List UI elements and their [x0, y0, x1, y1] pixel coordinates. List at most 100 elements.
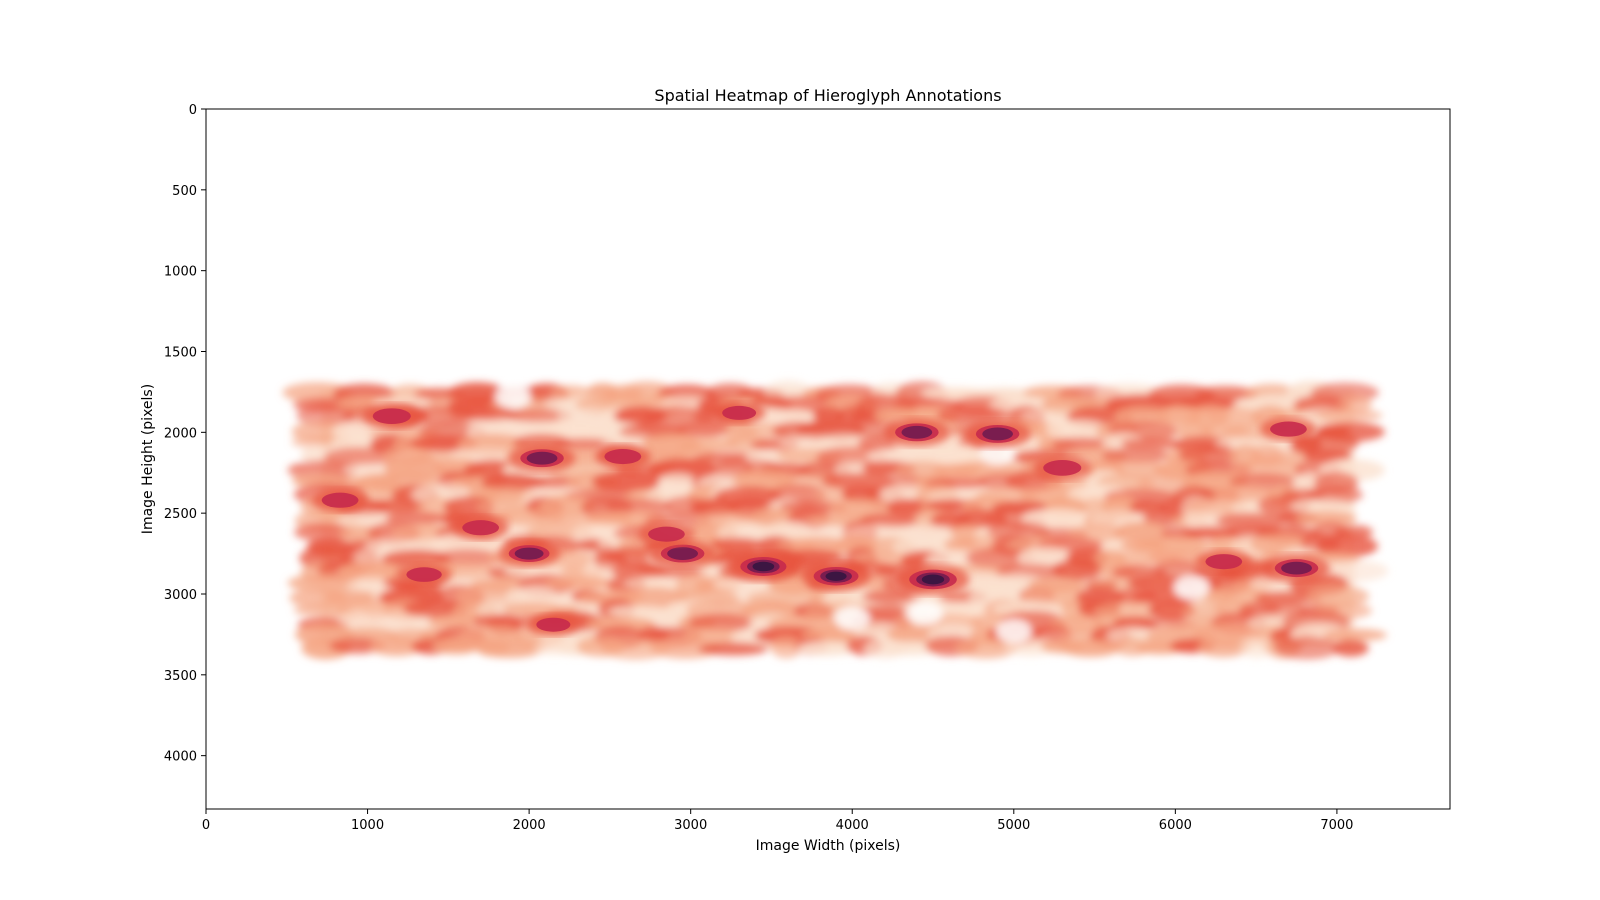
x-tick-label: 7000: [1320, 818, 1353, 833]
hotspot-ring: [1205, 554, 1243, 570]
y-tick-label: 500: [172, 184, 197, 199]
density-blob: [886, 498, 931, 517]
density-blob: [385, 511, 446, 525]
density-blob: [794, 524, 854, 539]
x-tick-label: 1000: [351, 818, 384, 833]
hotspot-ring: [372, 408, 411, 424]
density-blob: [504, 408, 573, 423]
density-blob: [329, 637, 385, 654]
density-blob: [405, 404, 475, 426]
density-blob: [1067, 524, 1128, 542]
density-blob: [698, 642, 769, 656]
density-blob: [553, 437, 617, 451]
density-blob: [658, 473, 698, 490]
hotspot-layer: [312, 401, 1330, 636]
hotspot-ring: [722, 405, 757, 420]
hotspot-ring: [1270, 421, 1307, 437]
density-blob: [1182, 526, 1239, 540]
density-blob: [965, 547, 1034, 569]
density-field: [282, 380, 1389, 660]
density-blob: [642, 405, 715, 428]
density-blob: [1148, 600, 1196, 621]
density-blob: [757, 408, 816, 421]
density-blob: [1239, 637, 1275, 658]
density-blob: [294, 522, 352, 542]
density-blob: [449, 447, 522, 463]
y-tick-label: 3500: [164, 669, 197, 684]
hotspot-core: [667, 547, 698, 560]
hotspot-core: [1281, 561, 1312, 575]
density-blob: [1296, 431, 1359, 455]
hotspot-core: [526, 451, 558, 465]
density-blob: [1205, 586, 1273, 605]
density-blob: [296, 403, 355, 427]
density-blob: [448, 408, 521, 422]
x-tick-label: 3000: [674, 818, 707, 833]
density-blob: [601, 637, 670, 660]
density-blob: [369, 636, 424, 657]
density-blob: [1060, 639, 1121, 657]
density-blob: [1323, 628, 1388, 642]
density-blob: [503, 564, 571, 578]
x-tick-label: 5000: [997, 818, 1030, 833]
x-tick-label: 4000: [836, 818, 869, 833]
density-blob: [1332, 639, 1369, 657]
density-blob: [891, 524, 957, 538]
density-blob: [1295, 511, 1357, 526]
density-blob: [637, 563, 709, 578]
x-tick-label: 6000: [1159, 818, 1192, 833]
density-blob: [1306, 585, 1370, 608]
y-tick-label: 1500: [164, 345, 197, 360]
density-blob: [432, 637, 481, 655]
density-blob: [443, 495, 495, 519]
density-blob: [477, 487, 535, 503]
density-blob: [1051, 559, 1104, 581]
density-blob: [1176, 422, 1215, 440]
density-blob: [506, 585, 559, 606]
density-blob: [1101, 447, 1170, 464]
hotspot-core: [901, 425, 933, 439]
density-blob: [1289, 499, 1353, 514]
y-tick-label: 3000: [164, 588, 197, 603]
density-blob: [650, 637, 722, 659]
density-blob: [591, 470, 661, 493]
density-blob: [1045, 419, 1110, 440]
plot-frame: [205, 108, 1451, 810]
chart-title: Spatial Heatmap of Hieroglyph Annotation…: [654, 86, 1001, 105]
density-blob: [476, 639, 545, 658]
hotspot-peak: [921, 574, 945, 585]
density-gap: [834, 606, 871, 631]
y-tick-label: 4000: [164, 750, 197, 765]
density-blob: [1187, 496, 1247, 518]
density-blob: [797, 641, 858, 656]
density-blob: [378, 614, 444, 631]
density-gap: [995, 619, 1032, 644]
density-blob: [1273, 636, 1340, 660]
density-blob: [954, 637, 1018, 659]
x-tick-label: 0: [202, 818, 210, 833]
density-gap: [494, 384, 531, 409]
density-blob: [1114, 406, 1170, 426]
y-tick-label: 2500: [164, 507, 197, 522]
hotspot-core: [982, 427, 1013, 441]
density-blob: [1129, 500, 1166, 516]
density-blob: [282, 382, 353, 403]
x-tick-label: 2000: [513, 818, 546, 833]
hotspot-ring: [648, 526, 685, 542]
y-tick-label: 1000: [164, 265, 197, 280]
density-blob: [1254, 591, 1322, 605]
density-blob: [287, 574, 359, 592]
density-blob: [709, 537, 765, 552]
density-blob: [741, 600, 800, 620]
density-blob: [861, 590, 923, 604]
density-blob: [585, 616, 656, 632]
density-blob: [770, 635, 803, 659]
density-blob: [676, 422, 732, 438]
hotspot-ring: [321, 492, 359, 508]
density-blob: [828, 498, 896, 518]
hotspot-ring: [462, 520, 500, 536]
density-blob: [730, 422, 789, 438]
density-layer: [282, 380, 1389, 660]
y-axis-label: Image Height (pixels): [140, 384, 156, 534]
